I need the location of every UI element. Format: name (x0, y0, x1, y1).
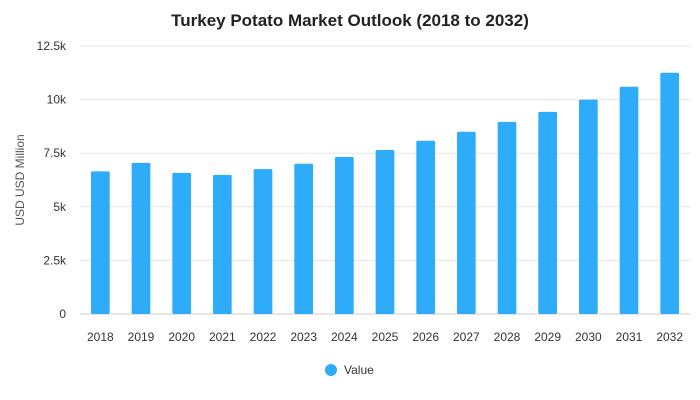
x-tick-label-2024: 2024 (331, 330, 358, 344)
y-axis-label: USD USD Million (13, 134, 27, 225)
bar-2032[interactable] (660, 72, 680, 314)
y-tick-label: 0 (59, 307, 66, 321)
x-tick-label-2019: 2019 (128, 330, 155, 344)
bar-2018[interactable] (90, 171, 110, 314)
bar-2019[interactable] (131, 162, 151, 314)
x-tick-label-2031: 2031 (616, 330, 643, 344)
bar-2023[interactable] (294, 163, 314, 314)
bar-2028[interactable] (497, 121, 517, 314)
x-tick-label-2023: 2023 (290, 330, 317, 344)
y-tick-label: 7.5k (43, 146, 67, 160)
x-tick-label-2026: 2026 (412, 330, 439, 344)
y-tick-label: 10k (47, 93, 67, 107)
bar-2020[interactable] (172, 172, 192, 314)
legend-marker-value (325, 364, 337, 376)
bar-2029[interactable] (538, 111, 558, 314)
legend-label-value: Value (344, 363, 374, 377)
bar-2026[interactable] (416, 140, 436, 314)
legend[interactable]: Value (325, 363, 374, 377)
y-tick-label: 2.5k (43, 253, 67, 267)
chart-title: Turkey Potato Market Outlook (2018 to 20… (171, 11, 529, 30)
x-tick-label-2018: 2018 (87, 330, 114, 344)
x-tick-label-2029: 2029 (534, 330, 561, 344)
bar-2022[interactable] (253, 169, 273, 314)
bar-2027[interactable] (456, 131, 476, 314)
x-tick-label-2030: 2030 (575, 330, 602, 344)
x-tick-label-2027: 2027 (453, 330, 480, 344)
bar-2030[interactable] (578, 99, 598, 314)
x-tick-label-2022: 2022 (250, 330, 277, 344)
y-axis-ticks: 0 2.5k 5k 7.5k 10k 12.5k (37, 39, 67, 321)
bar-2021[interactable] (212, 174, 232, 314)
bar-2031[interactable] (619, 86, 639, 315)
bar-2024[interactable] (334, 156, 354, 314)
bars (90, 72, 680, 315)
x-tick-label-2028: 2028 (494, 330, 521, 344)
x-axis-ticks: 2018 2019 2020 2021 2022 2023 2024 2025 2026 2027… (87, 330, 683, 344)
x-tick-label-2032: 2032 (656, 330, 683, 344)
x-tick-label-2021: 2021 (209, 330, 236, 344)
y-tick-label: 5k (53, 200, 67, 214)
bar-2025[interactable] (375, 149, 395, 314)
x-tick-label-2025: 2025 (372, 330, 399, 344)
y-tick-label: 12.5k (37, 39, 67, 53)
x-tick-label-2020: 2020 (168, 330, 195, 344)
